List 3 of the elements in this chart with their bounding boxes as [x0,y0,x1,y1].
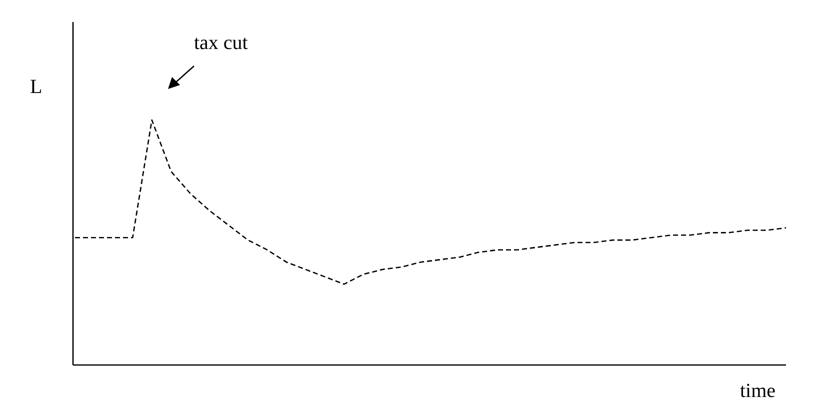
y-axis-title: L [30,76,42,99]
text: tax cut [194,32,248,55]
x-axis-title: time [740,380,776,403]
